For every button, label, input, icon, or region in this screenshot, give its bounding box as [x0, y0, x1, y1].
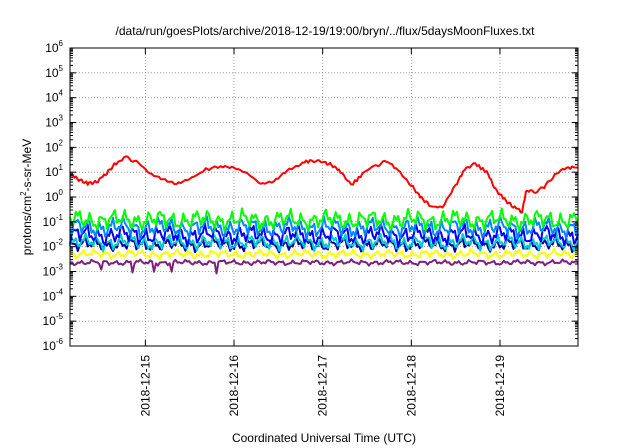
- y-tick-exp: -2: [56, 238, 64, 247]
- y-tick-base: 10: [43, 265, 57, 279]
- y-tick-exp: -3: [56, 263, 64, 272]
- y-tick-exp: 1: [59, 163, 64, 172]
- y-tick-exp: 5: [59, 64, 64, 73]
- y-tick-base: 10: [43, 215, 57, 229]
- y-tick-exp: 6: [59, 39, 64, 48]
- x-tick-label: 2018-12-17: [316, 355, 330, 417]
- y-tick-label: 104: [45, 89, 63, 105]
- y-tick-base: 10: [45, 190, 59, 204]
- series-line-6: [69, 236, 579, 254]
- y-tick-exp: 0: [59, 188, 64, 197]
- x-tick-label: 2018-12-16: [227, 355, 241, 417]
- series-line-4: [69, 222, 579, 248]
- series-line-1: [69, 155, 579, 214]
- y-tick-label: 10-4: [43, 287, 64, 303]
- series-group: [69, 155, 579, 275]
- y-axis-label-base: protons/cm: [20, 196, 34, 255]
- y-tick-label: 10-2: [43, 238, 64, 254]
- y-tick-exp: 3: [59, 114, 64, 123]
- series-line-7: [69, 248, 579, 261]
- y-tick-base: 10: [45, 91, 59, 105]
- y-tick-label: 106: [45, 39, 63, 55]
- y-tick-base: 10: [43, 314, 57, 328]
- y-tick-label: 10-6: [43, 337, 64, 353]
- y-tick-label: 102: [45, 138, 63, 154]
- y-tick-base: 10: [43, 289, 57, 303]
- y-tick-label: 100: [45, 188, 63, 204]
- y-tick-exp: -4: [56, 287, 64, 296]
- chart-title: /data/run/goesPlots/archive/2018-12-19/1…: [116, 24, 536, 38]
- y-tick-base: 10: [43, 339, 57, 353]
- y-tick-label: 105: [45, 64, 63, 80]
- plot-frame: [69, 47, 579, 347]
- y-tick-exp: -5: [56, 312, 64, 321]
- y-tick-exp: 2: [59, 138, 64, 147]
- series-line-2: [69, 207, 579, 233]
- x-tick-label: 2018-12-15: [138, 355, 152, 417]
- y-axis-label-sup: 2: [19, 191, 28, 196]
- x-axis-label: Coordinated Universal Time (UTC): [232, 431, 416, 445]
- y-axis-label-rest: -s-sr-MeV: [20, 139, 34, 192]
- y-tick-label: 103: [45, 114, 63, 130]
- y-tick-exp: -6: [56, 337, 64, 346]
- y-tick-base: 10: [45, 41, 59, 55]
- y-tick-exp: 4: [59, 89, 64, 98]
- y-tick-base: 10: [45, 165, 59, 179]
- y-tick-base: 10: [45, 140, 59, 154]
- x-tick-label: 2018-12-18: [404, 355, 418, 417]
- y-tick-base: 10: [43, 240, 57, 254]
- y-tick-exp: -1: [56, 213, 64, 222]
- y-tick-label: 10-5: [43, 312, 64, 328]
- y-tick-base: 10: [45, 66, 59, 80]
- x-tick-label: 2018-12-19: [493, 355, 507, 417]
- y-tick-label: 101: [45, 163, 63, 179]
- series-line-8: [69, 258, 579, 275]
- y-tick-base: 10: [45, 116, 59, 130]
- y-axis-label: protons/cm2-s-sr-MeV: [19, 139, 34, 255]
- y-tick-label: 10-1: [43, 213, 64, 229]
- y-tick-label: 10-3: [43, 263, 64, 279]
